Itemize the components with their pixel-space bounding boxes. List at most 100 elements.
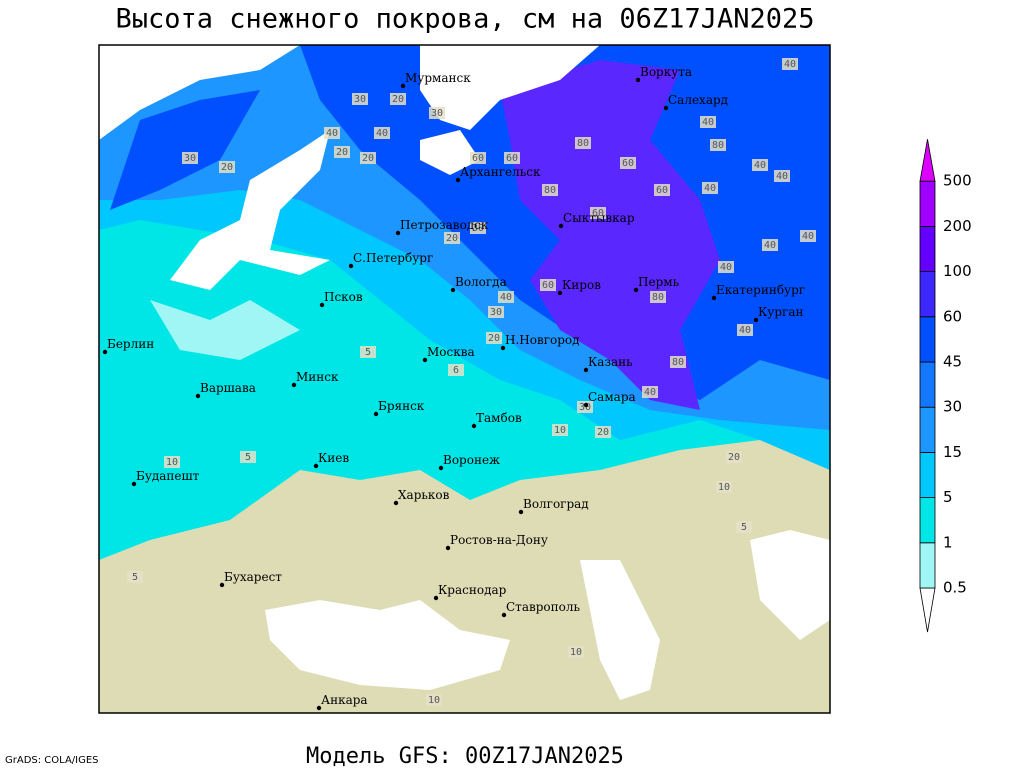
city-dot [316,705,322,711]
city-dot [455,177,461,183]
city-label: Тамбов [476,411,522,425]
credit: GrADS: COLA/IGES [5,755,99,766]
city-label: Сыктывкар [563,211,635,225]
contour-label-bg [595,426,611,438]
contour-label-bg [352,93,368,105]
contour-label: 20 [446,233,458,244]
city-label: Бухарест [224,570,282,584]
contour-label: 40 [704,183,716,194]
contour-label-bg [650,291,666,303]
city-dot [557,290,563,296]
contour-label: 80 [544,185,556,196]
contour-label: 80 [672,357,684,368]
contour-label: 20 [597,427,609,438]
contour-label-bg [470,152,486,164]
contour-label: 80 [577,138,589,149]
contour-label-bg [498,291,514,303]
legend-label: 5 [943,488,953,506]
contour-label-bg [542,184,558,196]
contour-label: 10 [428,695,440,706]
city-label: Архангельск [460,165,541,179]
contour-label-bg [700,116,716,128]
contour-label: 20 [336,147,348,158]
sea-aral [750,530,830,640]
city-label: Харьков [398,488,450,502]
city-dot [319,302,325,308]
contour-label: 40 [754,160,766,171]
contour-label-bg [577,401,593,413]
legend-swatch [919,406,936,453]
contour-label: 10 [554,425,566,436]
city-label: Киров [562,278,601,292]
contour-label-bg [164,456,180,468]
contour-label-bg [710,139,726,151]
contour-label-bg [590,207,606,219]
sea-barents [420,45,600,130]
contour-label: 40 [702,117,714,128]
contour-label-bg [716,481,732,493]
contour-label: 40 [376,128,388,139]
contour-label: 30 [579,402,591,413]
contour-label: 5 [132,572,138,583]
contour-label-bg [448,364,464,376]
city-label: Курган [758,305,803,319]
legend-swatch [919,542,936,589]
legend-swatch [919,271,936,318]
city-label: Ростов-на-Дону [450,533,548,547]
legend-label: 60 [943,307,962,325]
city-dot [450,287,456,293]
city-label: Петрозаводск [400,218,489,232]
contour-label: 40 [784,59,796,70]
contour-label: 60 [506,153,518,164]
contour-label: 10 [570,647,582,658]
city-label: Пермь [638,275,680,289]
city-label: Анкара [321,693,368,707]
contour-label: 20 [362,153,374,164]
contour-label: 40 [776,171,788,182]
sea-caspian [580,560,660,700]
city-label: Воркута [640,65,692,79]
contour-label-bg [429,107,445,119]
contour-label-bg [552,424,568,436]
contour-label-bg [718,261,734,273]
contour-label: 60 [656,185,668,196]
contour-label-bg [486,332,502,344]
map-frame [98,44,831,714]
snow-light [150,300,300,360]
legend-swatch [919,451,936,498]
city-label: Минск [296,370,339,384]
city-dot [633,287,639,293]
city-dot [500,345,506,351]
legend-label: 200 [943,217,972,235]
contour-label-bg [726,451,742,463]
contour-label: 40 [644,387,656,398]
contour-label: 40 [802,231,814,242]
legend-label: 500 [943,172,972,190]
sea-black [265,600,510,690]
contour-label-bg [182,152,198,164]
city-dot [348,263,354,269]
legend-swatch [919,139,936,182]
contour-label: 5 [245,452,251,463]
city-label: Брянск [378,399,425,413]
city-label: Псков [324,290,363,304]
contour-label-bg [334,146,350,158]
contour-label-bg [426,694,442,706]
contour-label-bg [374,127,390,139]
city-label: Воронеж [443,453,500,467]
contour-label: 40 [764,240,776,251]
contour-label: 6 [453,365,459,376]
city-dot [400,83,406,89]
contour-label-bg [360,346,376,358]
city-label: Будапешт [136,469,200,483]
city-dot [102,349,108,355]
city-dot [583,367,589,373]
city-dot [445,545,451,551]
city-dot [422,357,428,363]
contour-label-bg [762,239,778,251]
contour-label: 20 [488,333,500,344]
city-label: Краснодар [438,583,507,597]
